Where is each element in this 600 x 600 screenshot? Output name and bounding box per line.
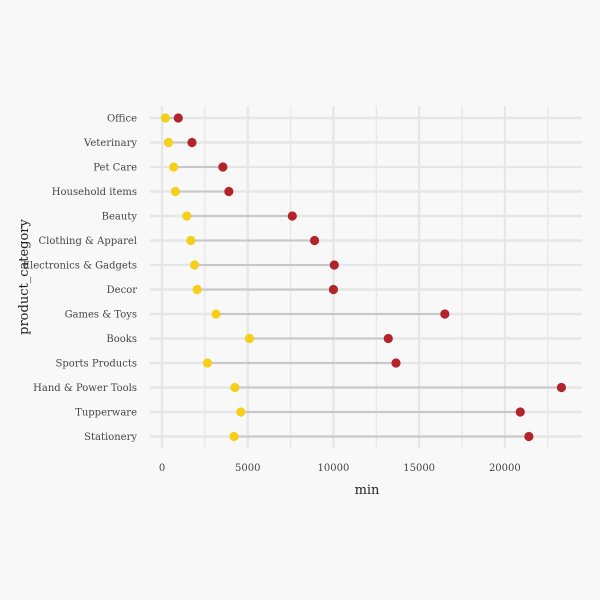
category-label: Sports Products [55,359,137,370]
start-point [192,284,202,295]
segment-layer [165,117,562,438]
end-point [328,284,339,295]
start-point [202,358,213,368]
category-label: Office [107,114,137,125]
start-point [163,137,174,148]
category-label: Stationery [84,432,137,443]
category-label: Hand & Power Tools [33,383,137,394]
end-point [391,358,401,368]
y-axis-title: product_category [17,218,32,334]
end-point [556,382,567,393]
category-label: Games & Toys [65,310,137,321]
end-point [383,333,393,344]
category-label: Beauty [102,212,138,223]
x-tick-label: 0 [159,463,165,474]
x-tick-label: 20000 [489,463,521,474]
end-point [524,431,534,442]
category-label: Clothing & Apparel [38,236,137,247]
category-label: Household items [52,187,137,198]
start-point [182,211,192,221]
start-point [189,260,200,270]
start-point [229,431,239,442]
start-point [160,113,171,123]
end-point [287,211,297,221]
start-point [236,407,246,417]
label-layer: 0 5000 10000 15000 20000 Office Veterinary Pet … [23,114,521,475]
start-point [244,333,255,344]
start-point [169,162,179,172]
start-point [211,309,221,319]
category-label: Pet Care [93,163,137,174]
x-tick-label: 5000 [235,463,260,474]
point-layer [160,113,567,442]
x-axis-title: min [355,483,380,498]
end-point [173,113,183,123]
x-tick-label: 10000 [318,463,350,474]
end-point [224,186,234,197]
x-tick-label: 15000 [403,463,435,474]
start-point [186,235,196,246]
end-point [309,235,320,246]
start-point [170,186,180,197]
category-label: Electronics & Gadgets [23,261,137,272]
start-point [230,382,240,393]
end-point [329,260,339,270]
category-label: Tupperware [75,408,137,419]
category-label: Decor [107,285,138,296]
grid-layer [150,106,582,449]
end-point [218,162,228,172]
end-point [515,407,525,417]
end-point [187,137,197,148]
category-label: Veterinary [83,138,137,149]
category-label: Books [106,334,137,345]
end-point [440,309,450,319]
